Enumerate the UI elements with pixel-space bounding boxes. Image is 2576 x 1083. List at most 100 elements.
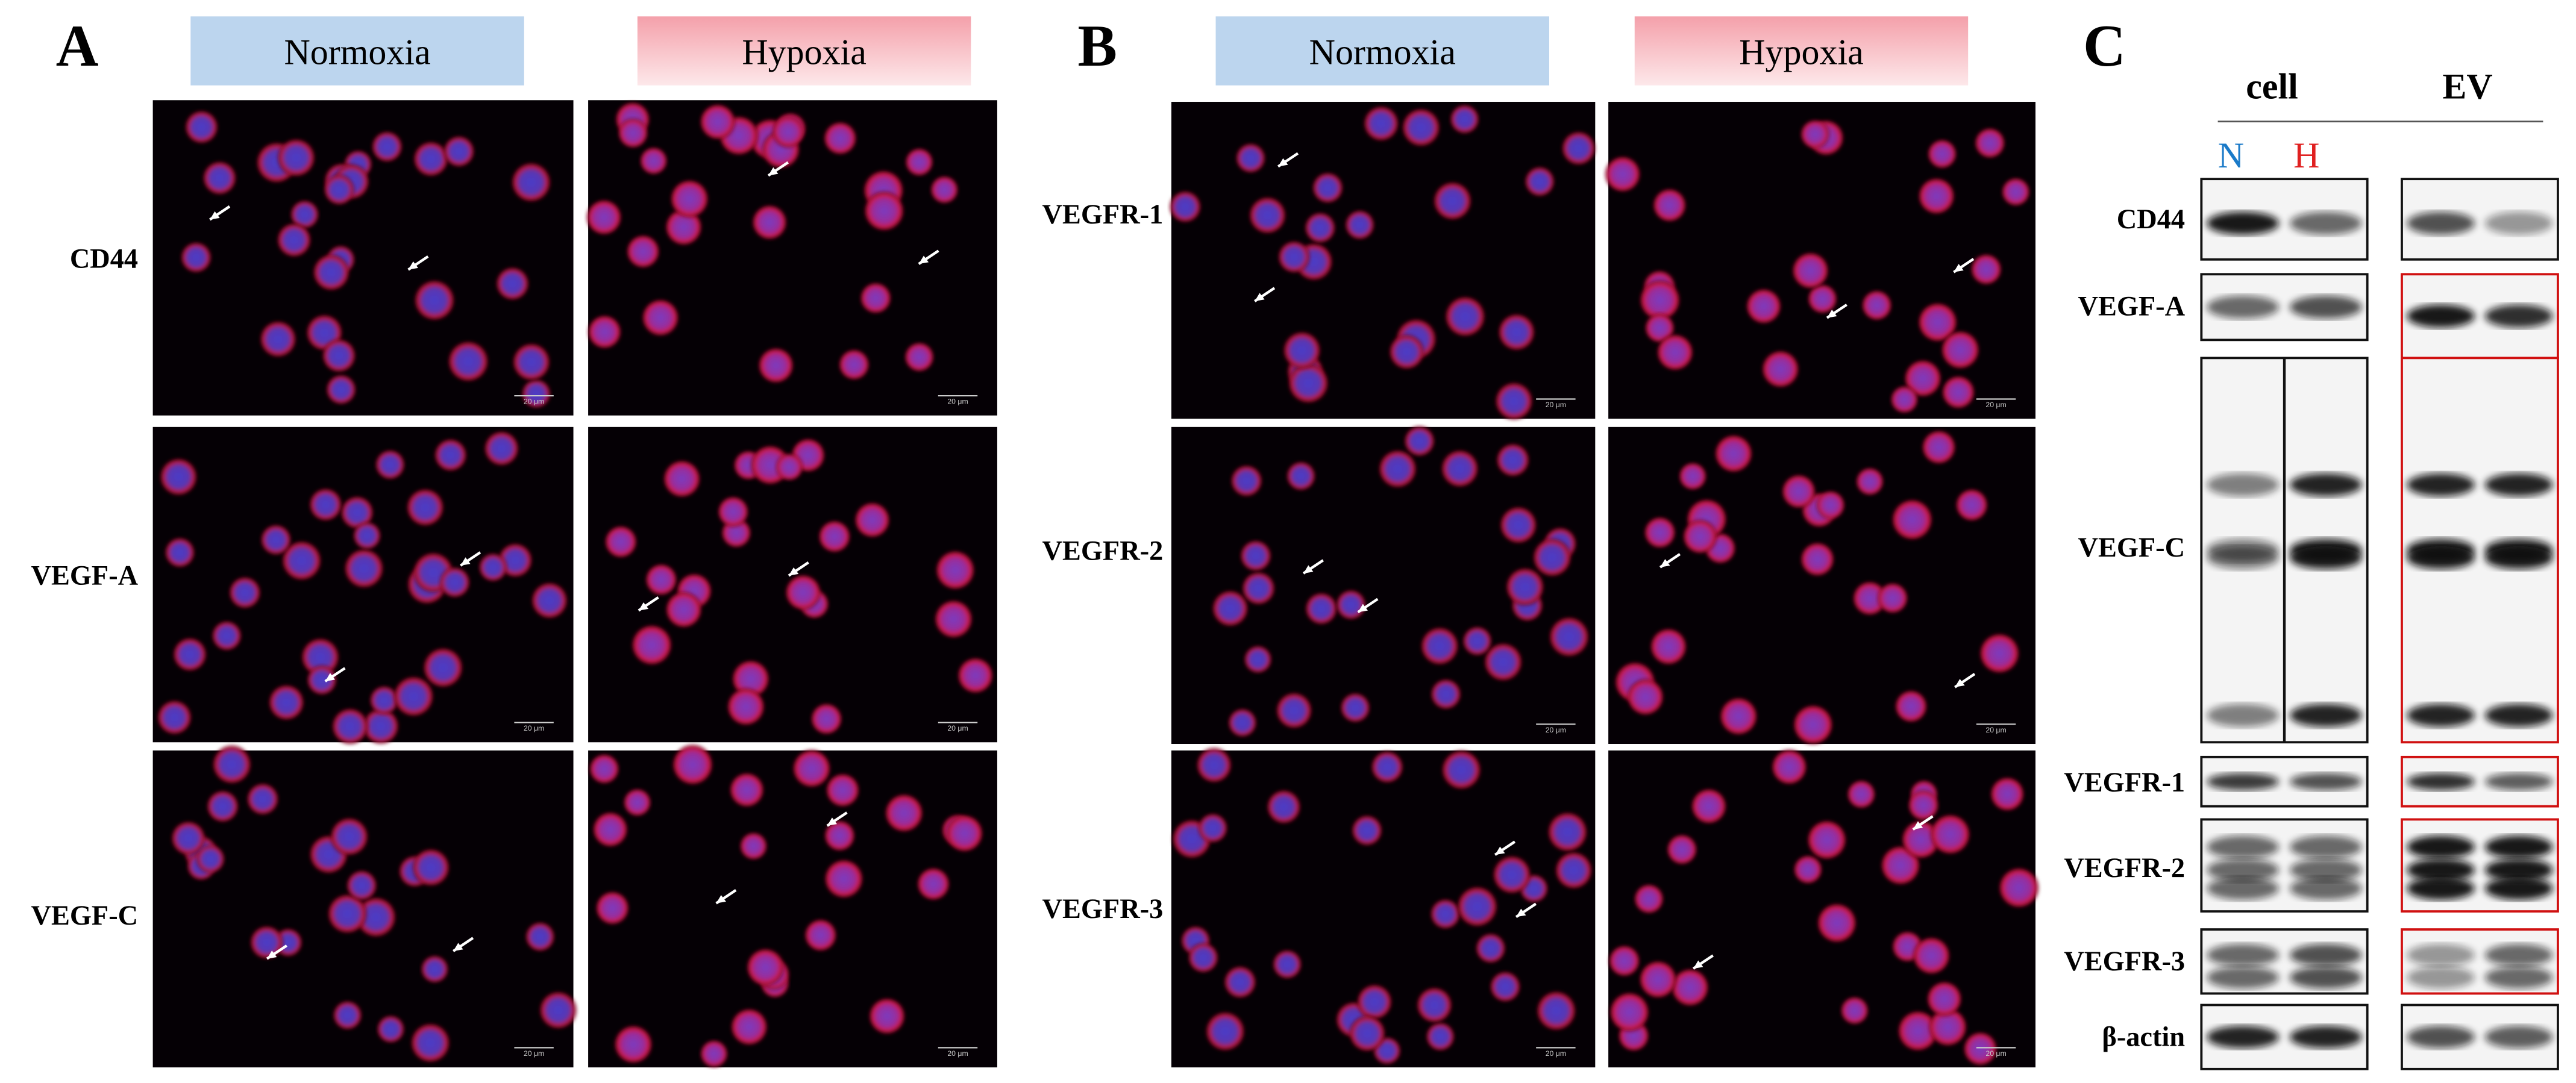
cell [1634, 884, 1663, 913]
cell [525, 922, 554, 951]
cell [1793, 253, 1828, 289]
cell [1506, 568, 1544, 605]
cell [870, 999, 905, 1034]
cell [1691, 789, 1726, 823]
cell [1276, 693, 1312, 728]
cell [172, 822, 205, 855]
micrograph: 20 μm [152, 100, 574, 416]
cell [759, 348, 793, 382]
arrowhead [768, 167, 779, 176]
cell [1891, 386, 1918, 413]
cell [905, 343, 934, 372]
blot-frame [2401, 818, 2559, 913]
panel-label: A [56, 14, 99, 79]
cell [1919, 303, 1957, 342]
cell [1350, 1016, 1385, 1051]
cell [1878, 583, 1908, 613]
cell [632, 625, 671, 665]
cell [1346, 210, 1374, 239]
panel-label: B [1078, 14, 1117, 79]
cell [310, 488, 342, 520]
cell [1720, 698, 1757, 735]
cell [855, 503, 889, 537]
cell [414, 142, 448, 176]
cell [1244, 646, 1271, 673]
arrowhead [1660, 559, 1670, 567]
cell [1197, 748, 1231, 782]
cell [1417, 988, 1452, 1023]
cell [727, 688, 764, 725]
cell [590, 754, 619, 784]
band [2484, 211, 2553, 235]
arrowhead [210, 211, 220, 220]
micrograph: 20 μm [588, 426, 997, 743]
row-label: VEGFR-3 [1042, 894, 1164, 925]
blot-frame [2401, 357, 2559, 744]
cell [394, 677, 433, 716]
cell [1644, 517, 1675, 548]
blot-label: VEGFR-3 [2064, 946, 2185, 977]
cell [407, 489, 443, 526]
cell [353, 522, 381, 549]
cell [375, 450, 404, 479]
row-label: VEGFR-1 [1042, 199, 1164, 230]
cell [673, 745, 712, 785]
band [2407, 773, 2475, 791]
micrograph-bg [1171, 102, 1596, 419]
blot-frame [2401, 755, 2559, 808]
micrograph: 20 μm [152, 746, 577, 1068]
cell [377, 1016, 404, 1043]
micrograph-bg [1608, 750, 2035, 1068]
cell [931, 176, 958, 204]
cell [160, 458, 197, 495]
cell [587, 200, 621, 234]
cell [1273, 950, 1302, 979]
band [2289, 211, 2362, 235]
cell [1312, 173, 1343, 203]
column-header-box [637, 16, 971, 86]
cell [1942, 376, 1975, 408]
cell [1847, 781, 1875, 808]
band [2207, 858, 2280, 882]
micrograph-bg [588, 750, 997, 1068]
cell [1231, 466, 1262, 496]
panel-label: C [2083, 14, 2126, 79]
cell [158, 701, 191, 734]
band [2407, 966, 2475, 989]
column-header: Normoxia [1309, 32, 1456, 72]
cell [588, 316, 621, 348]
cell [522, 379, 551, 408]
arrowhead [1516, 908, 1526, 917]
row-label: VEGF-C [31, 900, 139, 931]
cell [793, 750, 830, 787]
cell [212, 621, 241, 651]
cell [174, 638, 206, 671]
band [2289, 876, 2362, 900]
cell [411, 1024, 450, 1062]
cell [1224, 966, 1256, 998]
cell [1500, 507, 1537, 543]
blot-label: CD44 [2117, 204, 2185, 235]
cell [906, 148, 933, 176]
cell [1941, 331, 1979, 369]
cell [1862, 290, 1891, 320]
blot-frame [2200, 1003, 2369, 1070]
cell [1289, 363, 1328, 403]
cell [307, 666, 336, 694]
cell [283, 542, 321, 580]
cell [260, 322, 296, 357]
cell [1928, 140, 1957, 168]
cell [1841, 997, 1868, 1024]
cell [1816, 491, 1844, 519]
cell [1801, 543, 1834, 576]
cell [332, 708, 368, 744]
cell [1715, 435, 1752, 472]
cell [327, 375, 356, 404]
blot [2401, 928, 2559, 995]
band [2484, 1026, 2553, 1049]
cell [819, 521, 850, 552]
row-label: VEGF-A [31, 561, 139, 591]
cell [1371, 751, 1403, 782]
band [2484, 858, 2553, 882]
cell [1929, 1008, 1967, 1046]
